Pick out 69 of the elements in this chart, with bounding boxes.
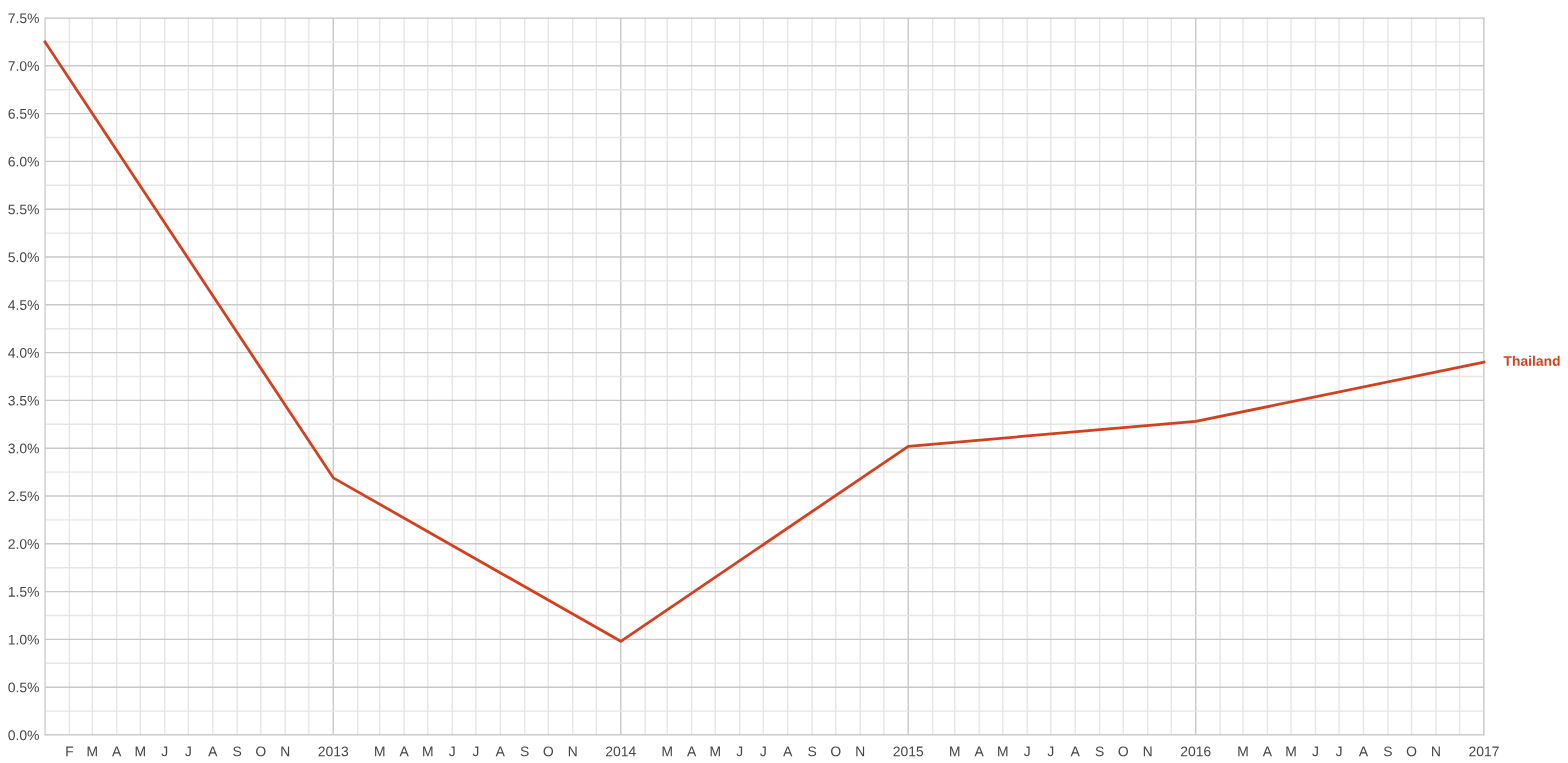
x-tick-label: J <box>1023 746 1030 757</box>
x-tick-label: O <box>1118 746 1128 757</box>
x-tick-label: A <box>687 746 697 757</box>
y-tick-label: 1.0% <box>8 634 39 645</box>
x-tick-label: J <box>1335 746 1342 757</box>
x-tick-label: J <box>760 746 766 757</box>
y-tick-label: 0.0% <box>8 730 39 741</box>
x-tick-label: S <box>520 746 529 757</box>
x-tick-label: N <box>856 746 865 757</box>
x-tick-label: 2013 <box>318 746 349 757</box>
x-tick-label: M <box>87 746 97 757</box>
x-tick-label: O <box>831 746 841 757</box>
x-tick-label: M <box>950 746 960 757</box>
y-tick-label: 3.5% <box>8 395 39 406</box>
y-tick-label: 5.0% <box>8 252 39 263</box>
y-tick-label: 4.0% <box>8 347 39 358</box>
x-tick-label: J <box>736 746 743 757</box>
x-tick-label: N <box>1432 746 1440 757</box>
x-tick-label: 2017 <box>1469 746 1499 757</box>
x-tick-label: M <box>423 746 433 757</box>
y-tick-label: 1.5% <box>8 586 39 597</box>
x-tick-label: O <box>256 746 266 757</box>
x-tick-label: A <box>1070 746 1080 757</box>
x-tick-label: M <box>1238 746 1248 757</box>
x-tick-label: N <box>568 746 577 757</box>
x-tick-label: J <box>472 746 479 757</box>
x-tick-label: F <box>66 746 74 757</box>
y-tick-label: 0.5% <box>8 682 39 693</box>
y-tick-label: 2.5% <box>8 491 39 502</box>
x-tick-label: A <box>783 746 793 757</box>
x-tick-label: M <box>662 746 672 757</box>
x-tick-label: S <box>233 746 242 757</box>
x-tick-label: 2016 <box>1180 746 1211 757</box>
y-tick-label: 3.0% <box>8 443 39 454</box>
x-tick-label: J <box>1312 746 1318 757</box>
x-tick-label: A <box>1262 746 1273 757</box>
x-tick-label: N <box>281 746 290 757</box>
x-tick-label: J <box>185 746 191 757</box>
y-tick-label: 7.5% <box>8 13 39 24</box>
series-label: Thailand <box>1503 355 1560 366</box>
x-tick-label: J <box>448 746 455 757</box>
x-tick-label: J <box>161 746 168 757</box>
x-tick-label: 2014 <box>606 746 636 757</box>
x-tick-label: M <box>998 746 1008 757</box>
y-tick-label: 5.5% <box>8 204 39 215</box>
x-tick-label: O <box>543 746 554 757</box>
x-tick-label: A <box>1358 746 1369 757</box>
x-tick-label: N <box>1143 746 1152 757</box>
x-tick-label: M <box>710 746 720 757</box>
x-tick-label: A <box>399 746 409 757</box>
x-tick-label: A <box>208 746 218 757</box>
y-tick-label: 6.0% <box>8 156 39 167</box>
x-tick-label: S <box>808 746 817 757</box>
x-tick-label: M <box>1286 746 1296 757</box>
y-tick-label: 7.0% <box>8 61 39 71</box>
x-tick-label: A <box>495 746 505 757</box>
x-tick-label: M <box>135 746 145 757</box>
line-series <box>43 40 1486 643</box>
x-tick-label: O <box>1406 746 1417 757</box>
x-tick-label: J <box>1047 746 1054 757</box>
x-tick-label: S <box>1095 746 1104 757</box>
y-tick-label: 2.0% <box>8 539 39 549</box>
x-tick-label: S <box>1383 746 1392 757</box>
y-tick-label: 6.5% <box>8 108 39 119</box>
x-tick-label: M <box>375 746 385 757</box>
x-tick-label: A <box>974 746 984 757</box>
x-tick-label: 2015 <box>893 746 924 757</box>
y-tick-label: 4.5% <box>8 300 39 310</box>
x-tick-label: A <box>112 746 122 757</box>
